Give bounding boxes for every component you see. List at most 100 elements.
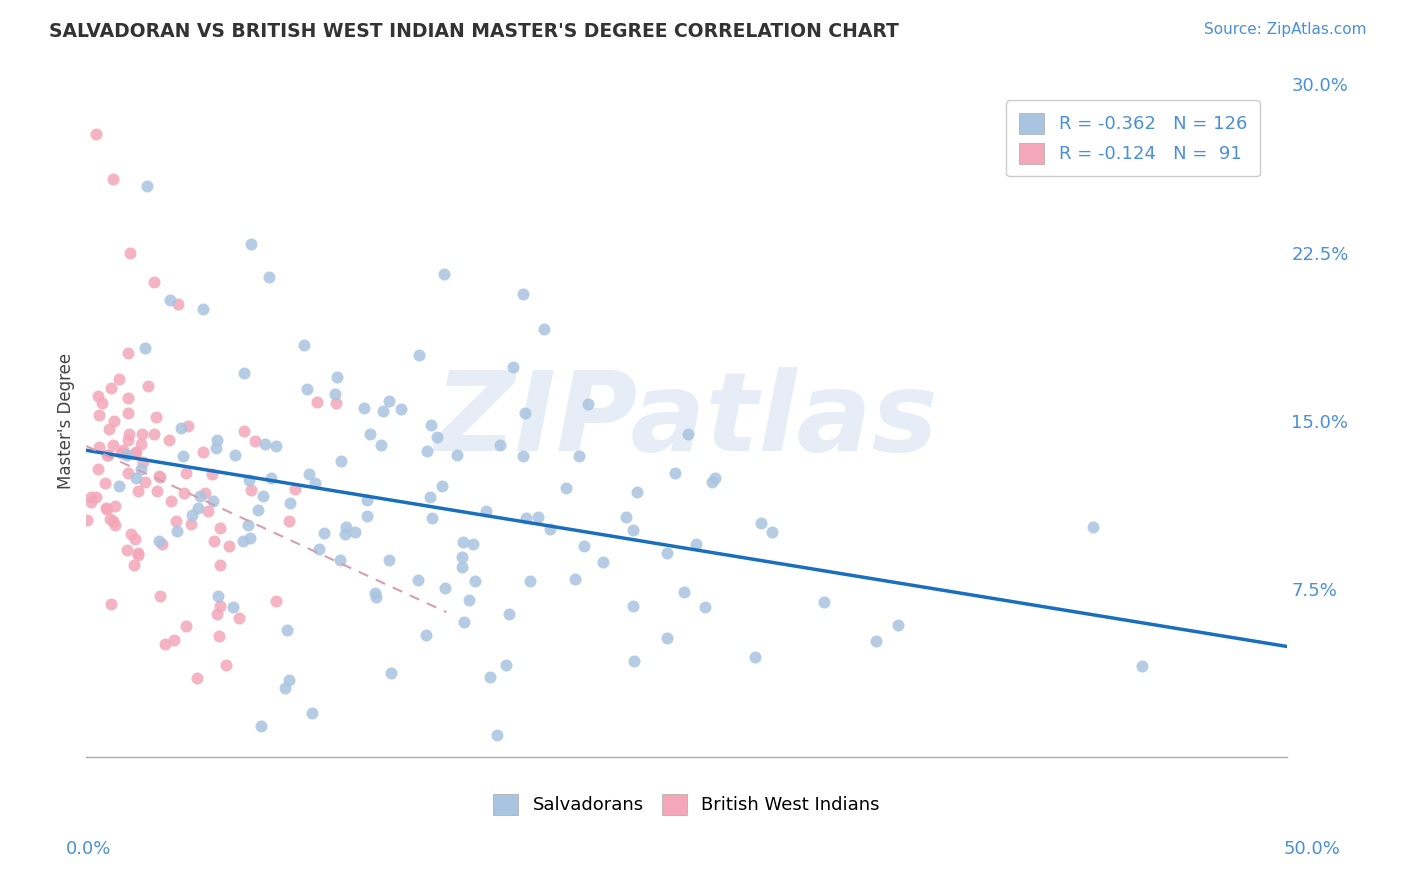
Point [451, 535, 474, 549]
Point [623, 654, 645, 668]
Point [458, 593, 481, 607]
Point [80, 491, 103, 505]
Point [260, 471, 283, 485]
Point [177, 418, 200, 433]
Point [202, 533, 225, 548]
Point [703, 471, 725, 485]
Point [626, 485, 648, 500]
Point [191, 445, 214, 459]
Point [125, 471, 148, 485]
Point [886, 617, 908, 632]
Point [100, 381, 122, 395]
Point [101, 171, 124, 186]
Point [207, 589, 229, 603]
Point [326, 370, 349, 384]
Point [131, 426, 153, 441]
Point [94, 475, 117, 490]
Point [478, 670, 501, 684]
Point [433, 267, 456, 281]
Point [205, 607, 228, 621]
Point [207, 433, 229, 447]
Point [463, 537, 485, 551]
Point [188, 489, 211, 503]
Point [378, 394, 401, 409]
Point [115, 448, 138, 462]
Point [533, 322, 555, 336]
Point [87, 462, 110, 476]
Point [378, 553, 401, 567]
Point [408, 573, 430, 587]
Point [502, 359, 524, 374]
Point [173, 485, 195, 500]
Point [614, 509, 637, 524]
Point [1130, 658, 1153, 673]
Point [117, 466, 139, 480]
Point [170, 420, 193, 434]
Point [408, 348, 430, 362]
Point [136, 178, 159, 193]
Point [120, 527, 142, 541]
Point [222, 599, 245, 614]
Point [136, 379, 159, 393]
Point [278, 673, 301, 687]
Point [512, 286, 534, 301]
Point [238, 518, 260, 533]
Point [205, 442, 228, 456]
Point [446, 448, 468, 462]
Point [284, 482, 307, 496]
Point [208, 629, 231, 643]
Point [276, 623, 298, 637]
Y-axis label: Master's Degree: Master's Degree [58, 352, 75, 489]
Point [485, 727, 508, 741]
Point [150, 537, 173, 551]
Point [250, 719, 273, 733]
Point [107, 372, 129, 386]
Point [373, 404, 395, 418]
Point [127, 546, 149, 560]
Point [201, 467, 224, 481]
Point [87, 408, 110, 422]
Point [143, 427, 166, 442]
Point [101, 438, 124, 452]
Point [329, 553, 352, 567]
Point [676, 427, 699, 442]
Point [159, 293, 181, 307]
Point [124, 532, 146, 546]
Point [174, 619, 197, 633]
Point [278, 496, 301, 510]
Point [180, 517, 202, 532]
Text: 50.0%: 50.0% [1284, 840, 1340, 858]
Point [464, 574, 486, 588]
Point [245, 434, 267, 449]
Point [325, 396, 347, 410]
Point [430, 479, 453, 493]
Point [103, 414, 125, 428]
Point [568, 449, 591, 463]
Point [201, 494, 224, 508]
Point [335, 520, 357, 534]
Text: 0.0%: 0.0% [66, 840, 111, 858]
Point [149, 589, 172, 603]
Point [264, 439, 287, 453]
Point [574, 539, 596, 553]
Point [197, 503, 219, 517]
Point [419, 418, 441, 433]
Point [576, 397, 599, 411]
Point [364, 586, 387, 600]
Point [515, 511, 537, 525]
Point [96, 448, 118, 462]
Point [117, 433, 139, 447]
Point [84, 127, 107, 141]
Point [246, 503, 269, 517]
Point [131, 462, 153, 476]
Point [277, 514, 299, 528]
Point [353, 401, 375, 415]
Point [186, 671, 208, 685]
Point [145, 409, 167, 424]
Point [114, 447, 136, 461]
Point [118, 245, 141, 260]
Point [364, 590, 387, 604]
Point [228, 611, 250, 625]
Point [166, 297, 188, 311]
Point [657, 546, 679, 560]
